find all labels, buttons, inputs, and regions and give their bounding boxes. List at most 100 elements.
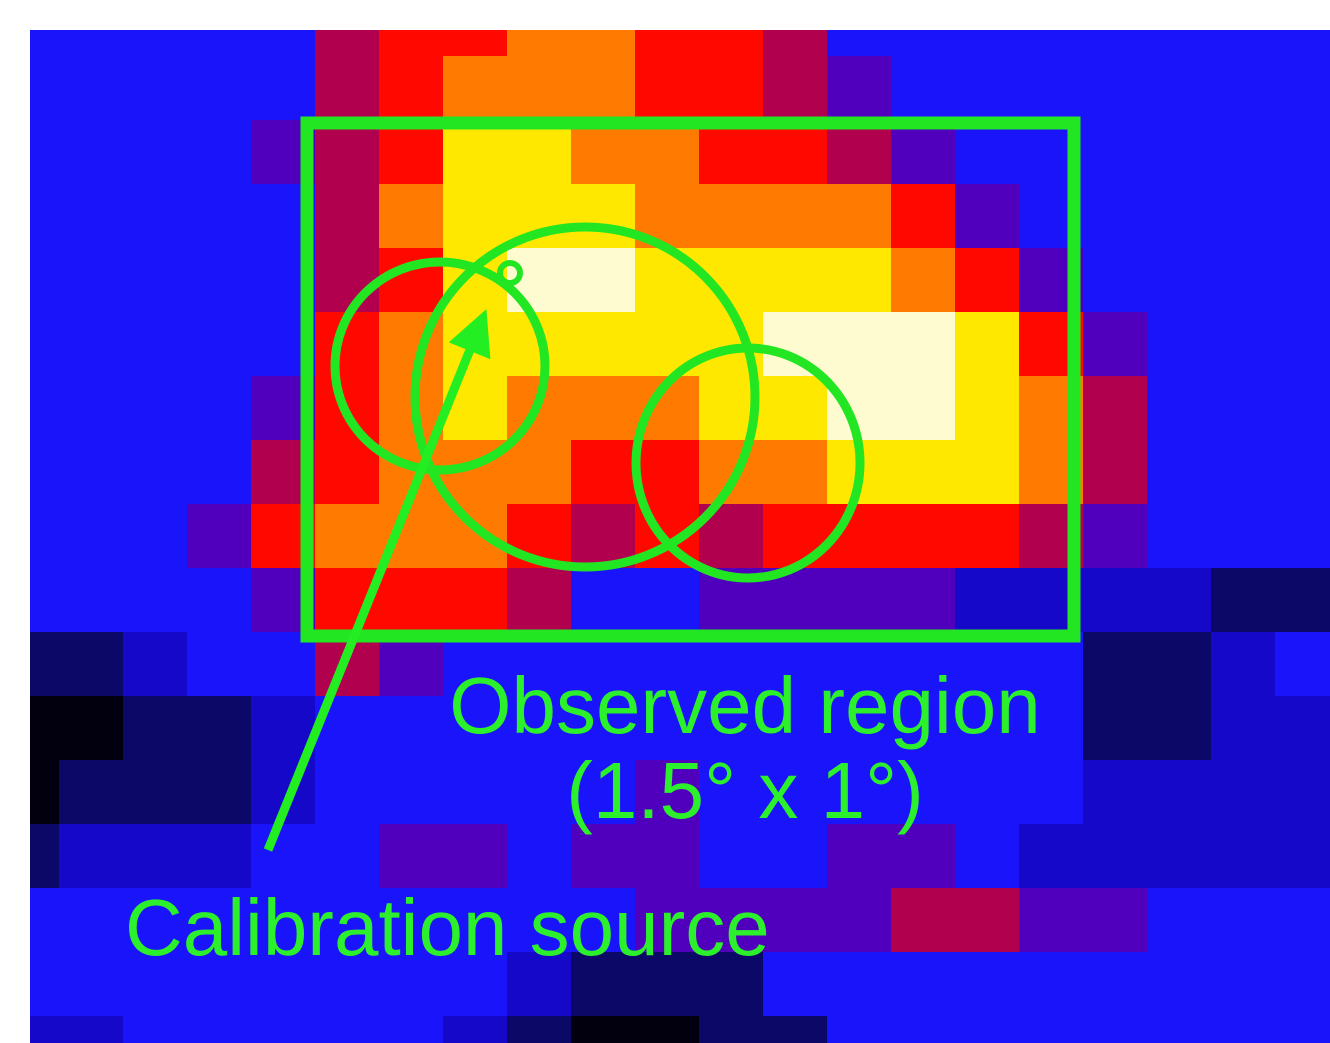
pixel (1211, 56, 1276, 121)
pixel (59, 760, 124, 825)
pixel (1211, 248, 1276, 313)
pixel (187, 312, 252, 377)
pixel (1083, 56, 1148, 121)
pixel (187, 376, 252, 441)
source-label: Calibration source (125, 883, 770, 972)
pixel (571, 248, 636, 313)
pixel (315, 760, 380, 825)
pixel (635, 120, 700, 185)
pixel (955, 440, 1020, 505)
pixel (0, 376, 60, 441)
pixel (123, 0, 188, 57)
pixel (59, 568, 124, 633)
pixel (699, 440, 764, 505)
pixel (571, 120, 636, 185)
pixel (1211, 0, 1276, 57)
pixel (891, 952, 956, 1017)
pixel (1275, 760, 1330, 825)
pixel (315, 824, 380, 889)
pixel (0, 760, 60, 825)
pixel (891, 56, 956, 121)
pixel (507, 56, 572, 121)
pixel (0, 248, 60, 313)
pixel (891, 440, 956, 505)
pixel (187, 568, 252, 633)
pixel (0, 888, 60, 953)
pixel (1211, 440, 1276, 505)
pixel (59, 248, 124, 313)
pixel (763, 952, 828, 1017)
pixel (0, 56, 60, 121)
pixel (763, 0, 828, 57)
pixel (507, 824, 572, 889)
pixel (763, 376, 828, 441)
pixel (443, 504, 508, 569)
pixel (59, 696, 124, 761)
pixel (763, 312, 828, 377)
pixel (827, 56, 892, 121)
pixel (1275, 0, 1330, 57)
pixel (251, 56, 316, 121)
pixel (59, 632, 124, 697)
pixel (315, 184, 380, 249)
pixel (1147, 312, 1212, 377)
pixel (827, 952, 892, 1017)
pixel (1211, 952, 1276, 1017)
pixel (891, 504, 956, 569)
pixel (1211, 376, 1276, 441)
pixel (443, 0, 508, 57)
pixel (827, 568, 892, 633)
pixel (251, 824, 316, 889)
pixel (891, 0, 956, 57)
pixel (0, 568, 60, 633)
pixel (0, 952, 60, 1017)
pixel (507, 568, 572, 633)
pixel (379, 696, 444, 761)
pixel (1211, 120, 1276, 185)
pixel (1019, 888, 1084, 953)
pixel (187, 0, 252, 57)
pixel (1275, 568, 1330, 633)
pixel (955, 0, 1020, 57)
pixel (123, 56, 188, 121)
pixel (635, 568, 700, 633)
pixel (187, 440, 252, 505)
pixel (955, 568, 1020, 633)
pixel (1211, 312, 1276, 377)
pixel (891, 312, 956, 377)
pixel (59, 376, 124, 441)
pixel (955, 56, 1020, 121)
pixel (571, 184, 636, 249)
pixel (59, 0, 124, 57)
pixel (571, 0, 636, 57)
pixel (0, 1016, 60, 1043)
pixel (443, 760, 508, 825)
pixel (827, 1016, 892, 1043)
pixel (1147, 952, 1212, 1017)
pixel (1083, 632, 1148, 697)
pixel (1083, 952, 1148, 1017)
pixel (571, 568, 636, 633)
pixel (827, 0, 892, 57)
pixel (1147, 888, 1212, 953)
pixel (507, 760, 572, 825)
pixel (1147, 184, 1212, 249)
pixel (1083, 888, 1148, 953)
pixel (1275, 824, 1330, 889)
pixel (59, 184, 124, 249)
pixel (1275, 248, 1330, 313)
pixel (315, 1016, 380, 1043)
pixel (955, 376, 1020, 441)
pixel (123, 632, 188, 697)
pixel (123, 824, 188, 889)
pixel (1083, 824, 1148, 889)
pixel (507, 440, 572, 505)
pixel (955, 952, 1020, 1017)
pixel (1147, 56, 1212, 121)
pixel (123, 376, 188, 441)
pixel (1019, 760, 1084, 825)
pixel (443, 1016, 508, 1043)
pixel (955, 248, 1020, 313)
pixel (0, 312, 60, 377)
pixel (1083, 312, 1148, 377)
